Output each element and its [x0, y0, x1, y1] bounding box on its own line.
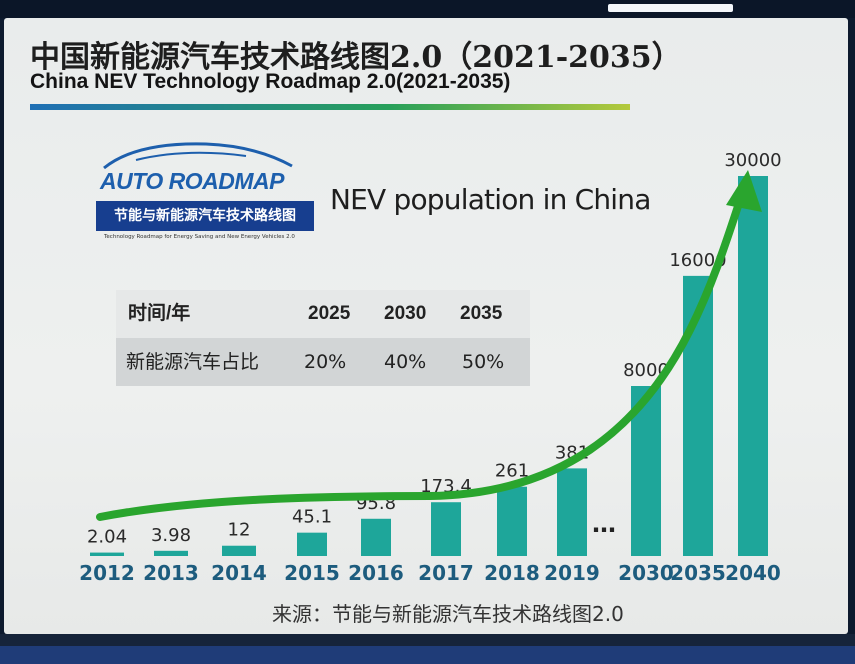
bar-2016	[361, 518, 391, 556]
bar-2015	[297, 532, 327, 556]
x-tick-label: 2019	[544, 561, 600, 585]
table-header-cell: 2025	[308, 303, 351, 324]
table-cell: 20%	[304, 351, 347, 373]
logo-band: 节能与新能源汽车技术路线图	[96, 201, 314, 231]
source-note: 来源：节能与新能源汽车技术路线图2.0	[272, 602, 624, 626]
bar-2040	[738, 176, 768, 556]
table-cell: 40%	[384, 351, 427, 373]
bar-2017	[431, 502, 461, 556]
slide-title-chinese: 中国新能源汽车技术路线图2.0（2021-2035）	[30, 40, 682, 75]
table-row: 新能源汽车占比 20% 40% 50%	[116, 338, 530, 386]
x-tick-label: 2012	[79, 561, 135, 585]
logo-wordmark: AUTO ROADMAP	[100, 168, 284, 194]
data-label: 12	[228, 520, 251, 541]
bar-2019	[557, 468, 587, 556]
top-frame	[0, 0, 855, 18]
trend-arrowhead-icon	[726, 170, 762, 212]
table-cell: 50%	[462, 351, 505, 373]
x-tick-label: 2035	[670, 561, 726, 585]
ellipsis-marker: …	[592, 510, 616, 538]
data-label: 8000	[623, 360, 669, 381]
bar-2014	[222, 545, 256, 556]
bar-2018	[497, 486, 527, 556]
x-tick-label: 2013	[143, 561, 199, 585]
trend-arrow-line	[96, 181, 749, 521]
data-label: 2.04	[87, 527, 127, 548]
logo-caption: Technology Roadmap for Energy Saving and…	[104, 234, 295, 240]
data-label: 261	[495, 461, 529, 482]
chart-title: NEV population in China	[330, 183, 651, 216]
x-tick-label: 2018	[484, 561, 540, 585]
title-rule	[30, 104, 630, 110]
bar-2013	[154, 550, 188, 556]
table-header-cell: 2030	[384, 303, 427, 324]
slide-title-english: China NEV Technology Roadmap 2.0(2021-20…	[30, 70, 511, 93]
table-header-cell: 2035	[460, 303, 503, 324]
table-header-row: 时间/年 2025 2030 2035	[116, 290, 530, 338]
data-label: 3.98	[151, 525, 191, 546]
data-label: 45.1	[292, 507, 332, 528]
ceiling-light	[608, 4, 733, 12]
x-tick-label: 2017	[418, 561, 474, 585]
bottom-frame-blue	[0, 646, 855, 664]
x-tick-label: 2014	[211, 561, 267, 585]
car-outline-icon	[103, 142, 293, 170]
bar-2012	[90, 552, 124, 556]
nev-share-table: 时间/年 2025 2030 2035 新能源汽车占比 20% 40% 50%	[116, 290, 530, 386]
auto-roadmap-logo: AUTO ROADMAP 节能与新能源汽车技术路线图 Technology Ro…	[96, 138, 316, 246]
data-label: 16000	[669, 250, 726, 271]
x-tick-label: 2030	[618, 561, 674, 585]
x-tick-label: 2040	[725, 561, 781, 585]
table-row-label: 新能源汽车占比	[126, 351, 260, 373]
x-tick-label: 2016	[348, 561, 404, 585]
table-header-cell: 时间/年	[128, 303, 191, 324]
x-tick-label: 2015	[284, 561, 340, 585]
data-label: 30000	[724, 150, 781, 171]
